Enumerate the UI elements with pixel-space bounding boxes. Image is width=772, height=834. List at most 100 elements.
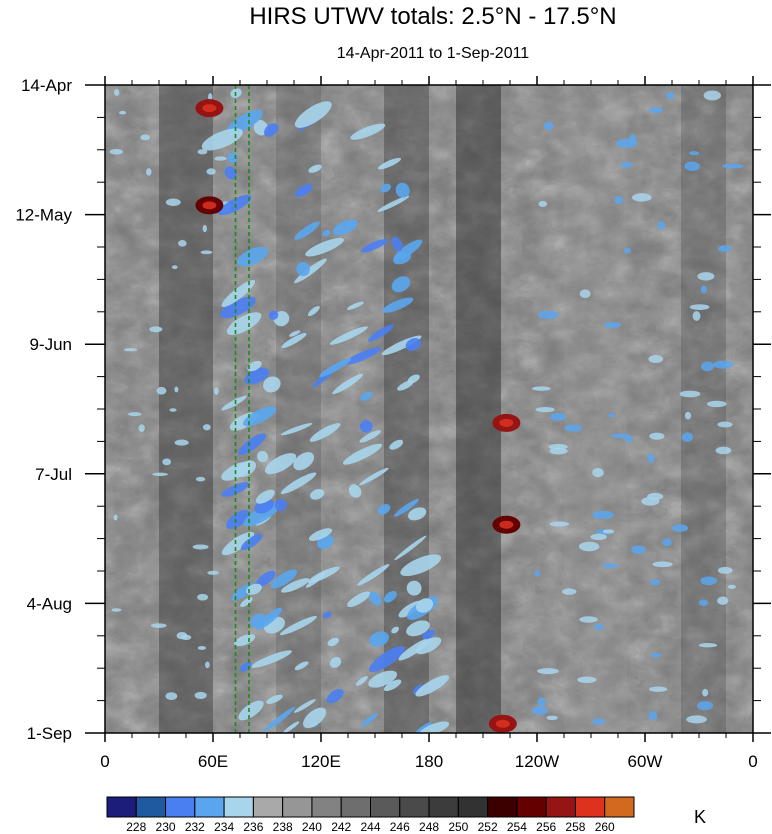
- moist-patch-east: [650, 579, 661, 586]
- moist-patch-east: [697, 272, 715, 281]
- moist-patch: [391, 276, 411, 293]
- moist-patch: [406, 620, 430, 637]
- colorbar-box-13: [487, 796, 518, 818]
- moist-patch: [266, 694, 283, 704]
- moist-patch-east: [531, 386, 551, 391]
- moist-patch-west: [150, 623, 167, 628]
- y-tick-label-2: 9-Jun: [29, 335, 72, 354]
- moist-patch: [322, 611, 332, 619]
- moist-patch: [281, 578, 310, 593]
- moist-patch-east: [652, 561, 673, 568]
- moist-patch-east: [662, 538, 672, 547]
- colorbar-label-2: 232: [185, 820, 205, 834]
- moist-patch: [405, 338, 421, 351]
- shade-band-1: [276, 85, 321, 733]
- x-tick-label-3: 180: [415, 752, 443, 771]
- moist-patch-east: [648, 355, 664, 364]
- moist-patch: [221, 280, 256, 308]
- moist-patch: [221, 395, 247, 411]
- y-tick-label-0: 14-Apr: [21, 76, 72, 95]
- moist-patch-east: [549, 412, 567, 421]
- moist-patch-east: [650, 652, 662, 658]
- colorbar-label-8: 244: [360, 820, 380, 834]
- moist-patch-east: [591, 718, 606, 725]
- moist-patch-east: [537, 697, 546, 707]
- moist-patch-west: [205, 661, 210, 669]
- moist-patch-west: [214, 387, 219, 395]
- colorbar-box-16: [574, 796, 606, 818]
- moist-patch: [327, 637, 339, 647]
- moist-patch-west: [200, 250, 213, 255]
- colorbar-box-12: [457, 796, 489, 818]
- chart-title: HIRS UTWV totals: 2.5°N - 17.5°N: [249, 3, 616, 30]
- moist-patch: [237, 246, 268, 267]
- moist-patch: [236, 460, 257, 477]
- moist-patch-east: [641, 496, 660, 506]
- moist-patch: [294, 258, 327, 284]
- colorbar-box-0: [106, 796, 137, 818]
- moist-patch-east: [577, 676, 597, 684]
- colorbar-box-15: [545, 796, 576, 818]
- moist-patch-west: [174, 386, 179, 393]
- moist-patch: [308, 528, 333, 541]
- moist-patch: [255, 607, 283, 631]
- moist-patch-east: [629, 133, 637, 143]
- colorbar-label-15: 258: [565, 820, 585, 834]
- moist-patch: [256, 450, 269, 463]
- moist-patch: [332, 219, 358, 236]
- moist-patch: [348, 484, 362, 498]
- moist-patch: [360, 713, 378, 727]
- colorbar-box-11: [428, 796, 459, 818]
- moist-patch-west: [207, 570, 219, 575]
- moist-patch-east: [579, 289, 591, 299]
- moist-patch-east: [686, 715, 707, 724]
- moist-patch: [391, 626, 399, 634]
- moist-patch-east: [703, 90, 722, 101]
- moist-patch-east: [649, 686, 668, 692]
- moist-patch: [422, 629, 436, 640]
- shade-band-2: [384, 85, 429, 733]
- shade-band-5: [681, 85, 726, 733]
- moist-patch-west: [149, 326, 163, 333]
- moist-patch: [244, 367, 270, 385]
- moist-patch: [220, 296, 256, 319]
- moist-patch-west: [165, 692, 178, 700]
- moist-patch: [359, 430, 381, 443]
- moist-patch-east: [534, 570, 541, 577]
- moist-patch: [369, 631, 389, 647]
- moist-patch: [406, 580, 422, 596]
- moist-patch: [303, 707, 327, 729]
- moist-patch: [357, 564, 390, 586]
- hot-spot-core-4: [495, 719, 510, 728]
- moist-patch: [246, 583, 262, 595]
- moist-patch-west: [165, 198, 181, 206]
- moist-patch: [377, 195, 410, 212]
- moist-patch-west: [206, 168, 216, 175]
- moist-patch-east: [717, 566, 733, 574]
- moist-patch: [238, 700, 264, 721]
- colorbar-box-10: [399, 796, 430, 818]
- moist-patch-west: [171, 265, 178, 270]
- moist-patch-west: [128, 412, 142, 417]
- moist-patch: [408, 507, 427, 521]
- moist-patch-west: [197, 645, 207, 650]
- moist-patch: [221, 482, 250, 497]
- moist-patch: [280, 422, 313, 436]
- colorbar-label-14: 256: [536, 820, 556, 834]
- x-tick-label-4: 120W: [515, 752, 559, 771]
- moist-patch-east: [648, 710, 658, 721]
- moist-patch: [415, 637, 442, 655]
- moist-patch: [242, 406, 277, 427]
- moist-patch-east: [590, 533, 607, 541]
- moist-patch-east: [602, 529, 615, 534]
- moist-patch-east: [537, 310, 559, 320]
- colorbar-units: K: [694, 807, 706, 827]
- moist-patch-east: [727, 584, 736, 589]
- moist-patch: [294, 183, 313, 198]
- moist-patch-west: [113, 514, 118, 521]
- moist-patch-east: [698, 599, 709, 606]
- moist-patch-east: [564, 424, 583, 432]
- colorbar-label-3: 234: [214, 820, 234, 834]
- moist-patch: [310, 489, 325, 500]
- moist-patch: [238, 433, 267, 456]
